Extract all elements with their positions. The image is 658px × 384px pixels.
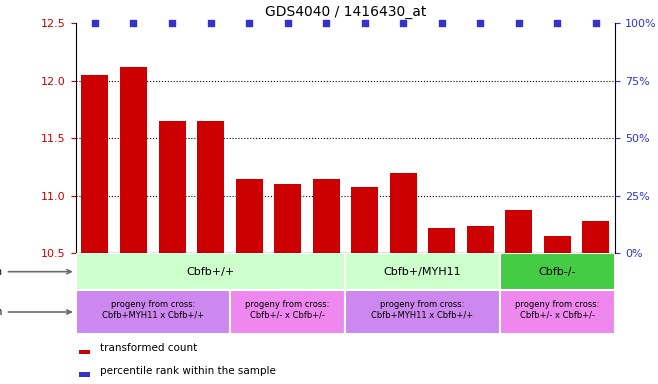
Point [128, 20, 139, 26]
Point [205, 20, 216, 26]
Bar [499, 290, 615, 334]
Point [398, 20, 409, 26]
Point [89, 20, 100, 26]
Text: progeny from cross:
Cbfb+MYH11 x Cbfb+/+: progeny from cross: Cbfb+MYH11 x Cbfb+/+ [372, 300, 474, 319]
Point [282, 20, 293, 26]
Bar [197, 121, 224, 253]
Text: transformed count: transformed count [100, 343, 197, 353]
Point [436, 20, 447, 26]
Text: genotype/variation: genotype/variation [0, 266, 71, 277]
Bar [467, 226, 494, 253]
Point [475, 20, 486, 26]
Bar [390, 173, 417, 253]
Bar [120, 67, 147, 253]
Title: GDS4040 / 1416430_at: GDS4040 / 1416430_at [265, 5, 426, 19]
Text: progeny from cross:
Cbfb+MYH11 x Cbfb+/+: progeny from cross: Cbfb+MYH11 x Cbfb+/+ [102, 300, 204, 319]
Text: Cbfb+/MYH11: Cbfb+/MYH11 [384, 266, 461, 277]
Point [514, 20, 524, 26]
Text: Cbfb+/+: Cbfb+/+ [186, 266, 235, 277]
Bar [428, 228, 455, 253]
Point [321, 20, 332, 26]
Bar [79, 372, 90, 376]
Bar [544, 236, 571, 253]
Text: Cbfb-/-: Cbfb-/- [539, 266, 576, 277]
Text: progeny from cross:
Cbfb+/- x Cbfb+/-: progeny from cross: Cbfb+/- x Cbfb+/- [245, 300, 330, 319]
Bar [582, 221, 609, 253]
Bar [345, 253, 499, 290]
Bar [351, 187, 378, 253]
Bar [313, 179, 340, 253]
Text: progeny from cross:
Cbfb+/- x Cbfb+/-: progeny from cross: Cbfb+/- x Cbfb+/- [515, 300, 599, 319]
Bar [76, 253, 345, 290]
Text: percentile rank within the sample: percentile rank within the sample [100, 366, 276, 376]
Bar [345, 290, 499, 334]
Bar [499, 253, 615, 290]
Bar [274, 184, 301, 253]
Bar [79, 350, 90, 354]
Bar [82, 75, 109, 253]
Point [244, 20, 255, 26]
Bar [236, 179, 263, 253]
Bar [159, 121, 186, 253]
Point [552, 20, 563, 26]
Point [359, 20, 370, 26]
Point [591, 20, 601, 26]
Bar [230, 290, 345, 334]
Bar [505, 210, 532, 253]
Point [166, 20, 177, 26]
Text: specimen: specimen [0, 307, 71, 317]
Bar [76, 290, 230, 334]
